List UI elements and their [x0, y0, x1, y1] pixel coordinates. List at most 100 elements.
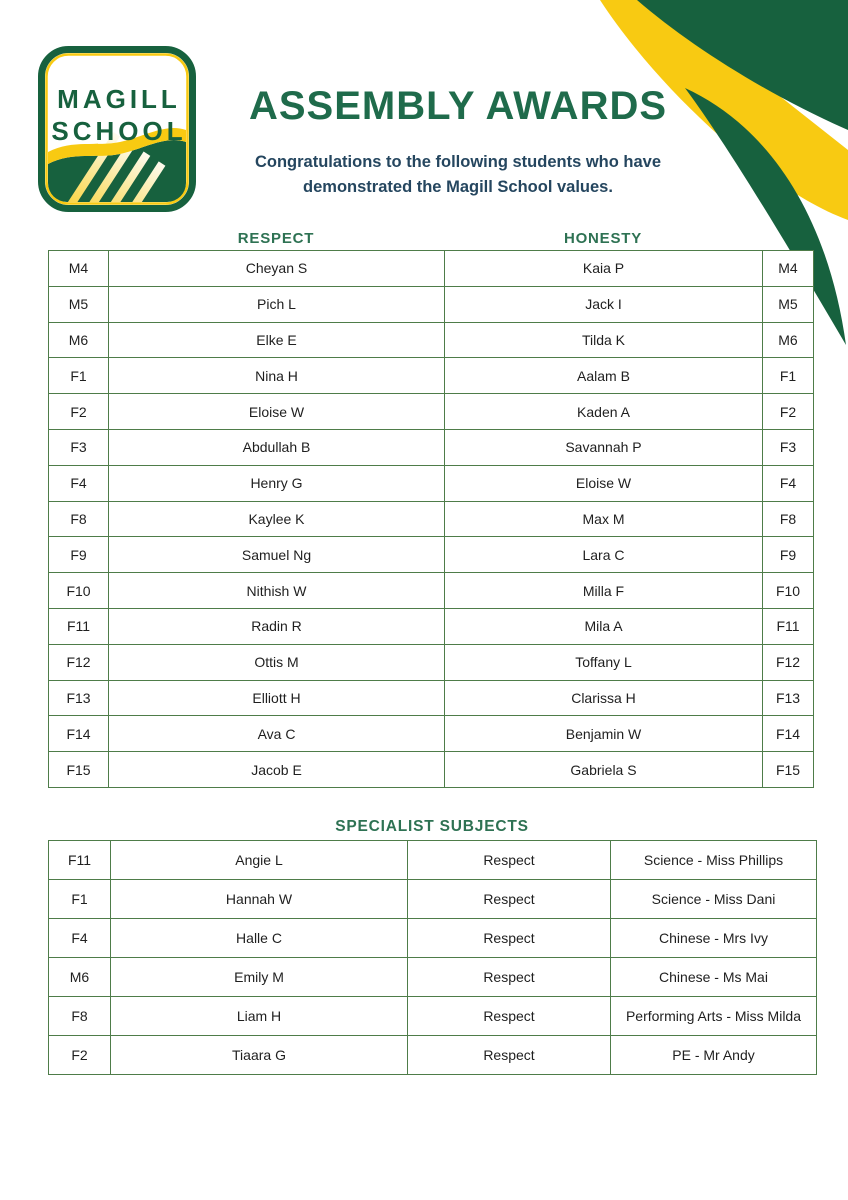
respect-student-name: Ava C: [108, 715, 445, 753]
honesty-student-name: Savannah P: [444, 428, 763, 466]
class-code-left: F15: [48, 751, 109, 788]
specialist-table-row: F1 Hannah W Respect Science - Miss Dani: [48, 879, 817, 919]
specialist-table-row: F11 Angie L Respect Science - Miss Phill…: [48, 840, 817, 880]
value-awarded: Respect: [407, 918, 611, 958]
awards-table-row: F1 Nina H Aalam B F1: [48, 357, 814, 395]
student-name: Tiaara G: [110, 1035, 408, 1075]
student-name: Halle C: [110, 918, 408, 958]
honesty-column-header: HONESTY: [563, 230, 643, 247]
honesty-student-name: Toffany L: [444, 643, 763, 681]
value-awarded: Respect: [407, 840, 611, 880]
respect-student-name: Kaylee K: [108, 500, 445, 538]
honesty-student-name: Mila A: [444, 607, 763, 645]
class-code: F11: [48, 840, 111, 880]
honesty-student-name: Eloise W: [444, 464, 763, 502]
class-code: F4: [48, 918, 111, 958]
class-code-right: F2: [762, 393, 814, 430]
class-code-right: M5: [762, 285, 814, 323]
class-code-left: M6: [48, 321, 109, 359]
class-code-right: M6: [762, 321, 814, 359]
respect-student-name: Elke E: [108, 321, 445, 359]
honesty-student-name: Gabriela S: [444, 751, 763, 788]
class-code: F2: [48, 1035, 111, 1075]
subject-teacher: Science - Miss Dani: [610, 879, 817, 919]
subject-teacher: Science - Miss Phillips: [610, 840, 817, 880]
honesty-student-name: Kaden A: [444, 393, 763, 430]
value-awarded: Respect: [407, 957, 611, 997]
yellow-swoosh-shape: [600, 0, 848, 220]
logo-yellow-wave: [48, 127, 186, 164]
awards-table-row: F15 Jacob E Gabriela S F15: [48, 751, 814, 788]
awards-table-row: M6 Elke E Tilda K M6: [48, 321, 814, 359]
class-code-right: F10: [762, 572, 814, 609]
subject-teacher: Performing Arts - Miss Milda: [610, 996, 817, 1036]
page-subtitle: Congratulations to the following student…: [174, 150, 742, 200]
specialist-subjects-title: SPECIALIST SUBJECTS: [335, 818, 529, 835]
class-code-left: M4: [48, 250, 109, 287]
green-corner-shape: [637, 0, 848, 130]
respect-student-name: Elliott H: [108, 679, 445, 717]
respect-student-name: Nina H: [108, 357, 445, 395]
respect-student-name: Eloise W: [108, 393, 445, 430]
value-awarded: Respect: [407, 1035, 611, 1075]
subtitle-line-2: demonstrated the Magill School values.: [303, 178, 613, 196]
specialist-table-row: F8 Liam H Respect Performing Arts - Miss…: [48, 996, 817, 1036]
class-code-left: F3: [48, 428, 109, 466]
class-code-right: M4: [762, 250, 814, 287]
honesty-student-name: Clarissa H: [444, 679, 763, 717]
subject-teacher: PE - Mr Andy: [610, 1035, 817, 1075]
awards-table-row: F3 Abdullah B Savannah P F3: [48, 428, 814, 466]
subject-teacher: Chinese - Mrs Ivy: [610, 918, 817, 958]
specialist-table-row: F4 Halle C Respect Chinese - Mrs Ivy: [48, 918, 817, 958]
class-code: M6: [48, 957, 111, 997]
awards-table-row: F2 Eloise W Kaden A F2: [48, 393, 814, 430]
respect-student-name: Ottis M: [108, 643, 445, 681]
specialist-table-row: F2 Tiaara G Respect PE - Mr Andy: [48, 1035, 817, 1075]
class-code-left: F4: [48, 464, 109, 502]
student-name: Liam H: [110, 996, 408, 1036]
honesty-student-name: Max M: [444, 500, 763, 538]
logo-wordmark-line1: MAGILL: [57, 84, 181, 114]
honesty-student-name: Kaia P: [444, 250, 763, 287]
class-code-right: F15: [762, 751, 814, 788]
awards-table-row: F10 Nithish W Milla F F10: [48, 572, 814, 609]
class-code-right: F12: [762, 643, 814, 681]
awards-table-row: F13 Elliott H Clarissa H F13: [48, 679, 814, 717]
class-code-right: F1: [762, 357, 814, 395]
class-code-left: F14: [48, 715, 109, 753]
logo-inner-ring: [45, 53, 189, 205]
subtitle-line-1: Congratulations to the following student…: [254, 153, 662, 171]
awards-table-row: F8 Kaylee K Max M F8: [48, 500, 814, 538]
corner-swoosh-decoration: [600, 0, 848, 345]
student-name: Emily M: [110, 957, 408, 997]
honesty-student-name: Jack I: [444, 285, 763, 323]
specialist-subjects-table: F11 Angie L Respect Science - Miss Phill…: [48, 840, 817, 1075]
class-code-right: F3: [762, 428, 814, 466]
awards-table: M4 Cheyan S Kaia P M4 M5 Pich L Jack I M…: [48, 250, 814, 788]
class-code-right: F8: [762, 500, 814, 538]
respect-column-header: RESPECT: [237, 230, 315, 247]
class-code-left: F10: [48, 572, 109, 609]
page-title: ASSEMBLY AWARDS: [248, 84, 668, 128]
magill-school-logo: MAGILL SCHOOL: [38, 46, 196, 212]
respect-student-name: Abdullah B: [108, 428, 445, 466]
awards-table-row: M4 Cheyan S Kaia P M4: [48, 250, 814, 287]
class-code-right: F14: [762, 715, 814, 753]
class-code-left: F12: [48, 643, 109, 681]
logo-wordmark-line2: SCHOOL: [51, 116, 186, 146]
class-code-left: F2: [48, 393, 109, 430]
class-code-left: F13: [48, 679, 109, 717]
specialist-table-row: M6 Emily M Respect Chinese - Ms Mai: [48, 957, 817, 997]
subject-teacher: Chinese - Ms Mai: [610, 957, 817, 997]
respect-student-name: Pich L: [108, 285, 445, 323]
respect-student-name: Nithish W: [108, 572, 445, 609]
awards-table-row: F12 Ottis M Toffany L F12: [48, 643, 814, 681]
awards-table-row: F9 Samuel Ng Lara C F9: [48, 536, 814, 574]
class-code-left: M5: [48, 285, 109, 323]
honesty-student-name: Lara C: [444, 536, 763, 574]
awards-table-row: F14 Ava C Benjamin W F14: [48, 715, 814, 753]
honesty-student-name: Tilda K: [444, 321, 763, 359]
awards-table-row: M5 Pich L Jack I M5: [48, 285, 814, 323]
class-code-left: F11: [48, 607, 109, 645]
